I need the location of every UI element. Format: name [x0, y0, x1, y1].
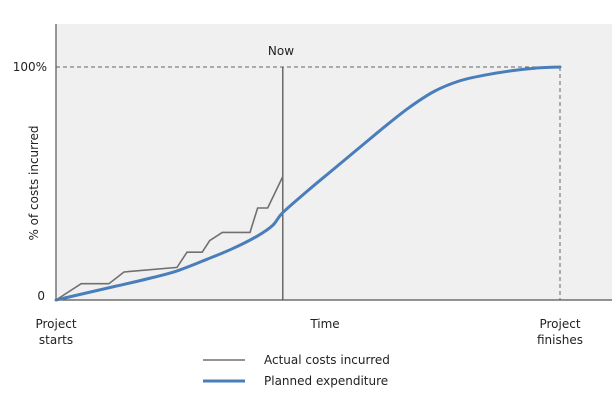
x-axis-label: Time: [309, 317, 339, 331]
x-label-end-2: finishes: [537, 333, 583, 347]
actual-costs-line: [55, 176, 284, 301]
legend: Actual costs incurred Planned expenditur…: [203, 353, 390, 388]
now-label: Now: [268, 44, 294, 58]
y-axis-label: % of costs incurred: [27, 125, 41, 240]
x-label-start-1: Project: [35, 317, 76, 331]
plot-area: [56, 24, 612, 300]
y-tick-0: 0: [37, 289, 45, 303]
legend-label-actual: Actual costs incurred: [264, 353, 390, 367]
legend-label-planned: Planned expenditure: [264, 374, 388, 388]
planned-expenditure-line: [54, 65, 562, 302]
y-tick-100: 100%: [13, 60, 47, 74]
x-label-end-1: Project: [539, 317, 580, 331]
x-label-start-2: starts: [39, 333, 73, 347]
